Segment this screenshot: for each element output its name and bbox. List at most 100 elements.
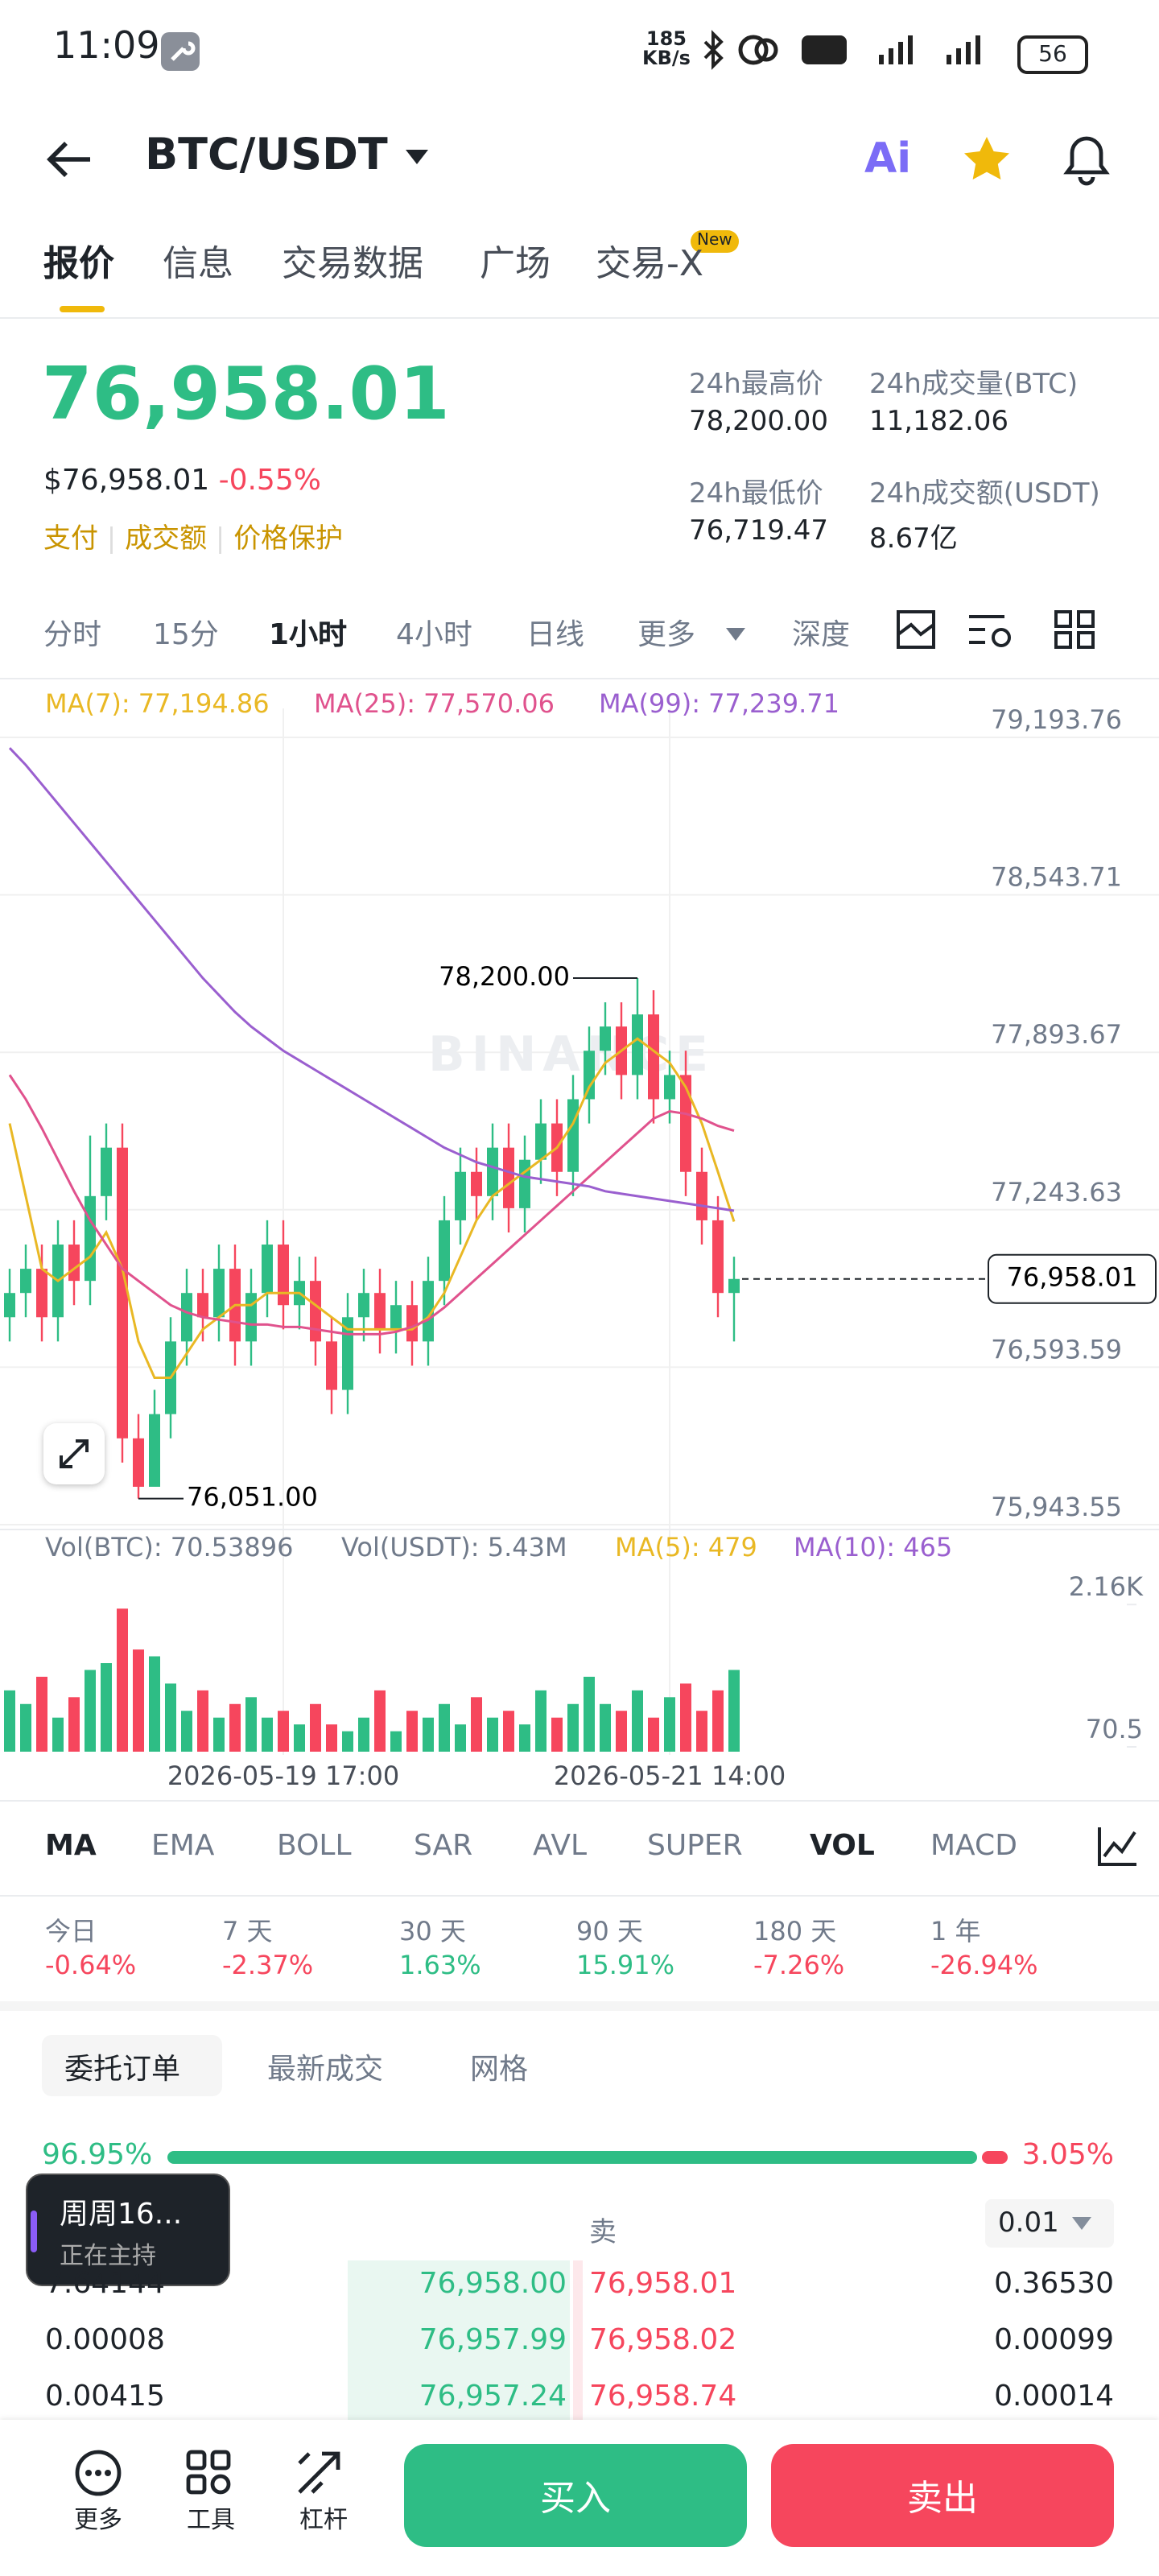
volume-tick-label: 70.5 <box>1086 1714 1143 1744</box>
live-card[interactable]: 周周16... 正在主持 <box>26 2174 230 2286</box>
back-button[interactable] <box>45 138 93 180</box>
more-dropdown-icon <box>726 628 745 641</box>
interval[interactable]: 更多 <box>637 618 695 652</box>
volume-bar <box>149 1656 160 1752</box>
candle-body <box>197 1293 208 1318</box>
volume-bar <box>503 1711 514 1752</box>
volume-bar <box>471 1697 482 1752</box>
candle-body <box>632 1014 643 1075</box>
y-tick-label: 76,593.59 <box>991 1334 1122 1364</box>
candle-body <box>712 1220 724 1294</box>
volume-bar <box>632 1690 643 1752</box>
candle-body <box>278 1245 289 1306</box>
volume-bar <box>181 1711 192 1752</box>
indicator-tab[interactable]: EMA <box>151 1829 215 1863</box>
ask-amount: 0.00014 <box>994 2380 1114 2413</box>
tab[interactable]: 信息 <box>163 245 234 285</box>
action-label[interactable]: 工具 <box>186 2505 235 2534</box>
bid-amount: 0.00415 <box>45 2380 165 2413</box>
indicator-tab[interactable]: VOL <box>810 1829 875 1863</box>
pair-dropdown-icon <box>406 150 428 164</box>
interval[interactable]: 4小时 <box>396 618 472 652</box>
volume-bar <box>374 1690 386 1752</box>
ma-legend: MA(99): 77,239.71 <box>599 688 839 719</box>
candle-body <box>406 1305 418 1342</box>
bid-price: 76,957.99 <box>419 2323 567 2357</box>
ratio-bar <box>167 2151 1008 2164</box>
favorite-star[interactable] <box>961 134 1013 185</box>
link[interactable]: 支付 <box>43 523 98 555</box>
net-speed-value: 185 <box>645 27 687 50</box>
candle-body <box>245 1293 257 1342</box>
divider <box>0 317 1159 319</box>
action-icons <box>75 2450 340 2496</box>
x-tick-label: 2026-05-19 17:00 <box>167 1761 399 1791</box>
sell-ratio: 3.05% <box>1021 2138 1114 2172</box>
volume-bar <box>439 1703 450 1752</box>
indicator-tab[interactable]: SAR <box>414 1829 473 1863</box>
link[interactable]: 成交额 <box>125 523 208 555</box>
volume-bar <box>680 1683 691 1752</box>
interval[interactable]: 日线 <box>526 618 584 652</box>
period-change: 1.63% <box>399 1950 481 1980</box>
ai-button[interactable]: Ai <box>864 135 912 184</box>
notification-bell[interactable] <box>1062 132 1111 187</box>
candle-body <box>149 1414 160 1487</box>
indicator-tab[interactable]: MA <box>45 1829 97 1863</box>
chart-tool-icons[interactable] <box>895 609 1104 654</box>
period-change: -2.37% <box>222 1950 314 1980</box>
indicator-settings[interactable] <box>1095 1824 1140 1869</box>
interval[interactable]: 分时 <box>43 618 101 652</box>
tab[interactable]: 报价 <box>43 245 115 285</box>
usd-price: $76,958.01 -0.55% <box>43 464 321 497</box>
volume-bar <box>487 1717 498 1752</box>
order-tab[interactable]: 最新成交 <box>267 2053 383 2087</box>
interval[interactable]: 深度 <box>792 618 850 652</box>
volume-bar <box>229 1703 241 1752</box>
pair-selector[interactable]: BTC/USDT <box>145 130 388 180</box>
period-change: -26.94% <box>930 1950 1038 1980</box>
indicator-tab[interactable]: SUPER <box>647 1829 743 1863</box>
period-change: -7.26% <box>753 1950 845 1980</box>
candle-body <box>503 1147 514 1208</box>
order-tab[interactable]: 委托订单 <box>64 2053 180 2087</box>
candle-body <box>584 1051 595 1100</box>
buy-button[interactable]: 买入 <box>404 2444 747 2547</box>
price-links: 支付 | 成交额 | 价格保护 <box>43 523 344 555</box>
fullscreen-button[interactable] <box>43 1423 105 1484</box>
precision-select[interactable]: 0.01 <box>985 2199 1114 2248</box>
action-label[interactable]: 杠杆 <box>299 2505 348 2534</box>
volume-bar <box>584 1676 595 1752</box>
indicator-tab[interactable]: AVL <box>533 1829 588 1863</box>
ratio-segment <box>982 2151 1008 2164</box>
volume-bar <box>342 1731 353 1752</box>
tab-pill <box>42 2035 222 2096</box>
stat-label: 24h最低价 <box>689 478 823 510</box>
precision: 0.01 <box>998 2207 1059 2240</box>
action-label[interactable]: 更多 <box>73 2505 122 2534</box>
link[interactable]: 价格保护 <box>233 523 344 555</box>
candle-body <box>455 1171 466 1220</box>
candle-body <box>68 1245 80 1282</box>
ask-price: 76,958.02 <box>589 2323 737 2357</box>
ask-depth <box>573 2260 583 2317</box>
sell-header: 卖 <box>589 2217 617 2249</box>
sell-button[interactable]: 卖出 <box>771 2444 1114 2547</box>
interval[interactable]: 15分 <box>153 618 219 652</box>
low-label: 76,051.00 <box>187 1482 318 1513</box>
ma-line <box>8 747 735 1212</box>
order-tab[interactable]: 网格 <box>470 2053 528 2087</box>
period-label: 7 天 <box>222 1916 273 1946</box>
volume-bar <box>52 1717 64 1752</box>
tab-underline <box>60 306 105 312</box>
period-label: 90 天 <box>576 1916 643 1946</box>
volume-bar <box>133 1649 144 1752</box>
candle-body <box>390 1305 402 1330</box>
tab[interactable]: 广场 <box>480 245 551 285</box>
indicator-tab[interactable]: MACD <box>930 1829 1017 1863</box>
interval[interactable]: 1小时 <box>269 618 348 652</box>
tab[interactable]: 交易数据 <box>282 245 424 285</box>
volume-bar <box>616 1711 627 1752</box>
tab[interactable]: 交易-X <box>596 245 704 285</box>
indicator-tab[interactable]: BOLL <box>277 1829 352 1863</box>
